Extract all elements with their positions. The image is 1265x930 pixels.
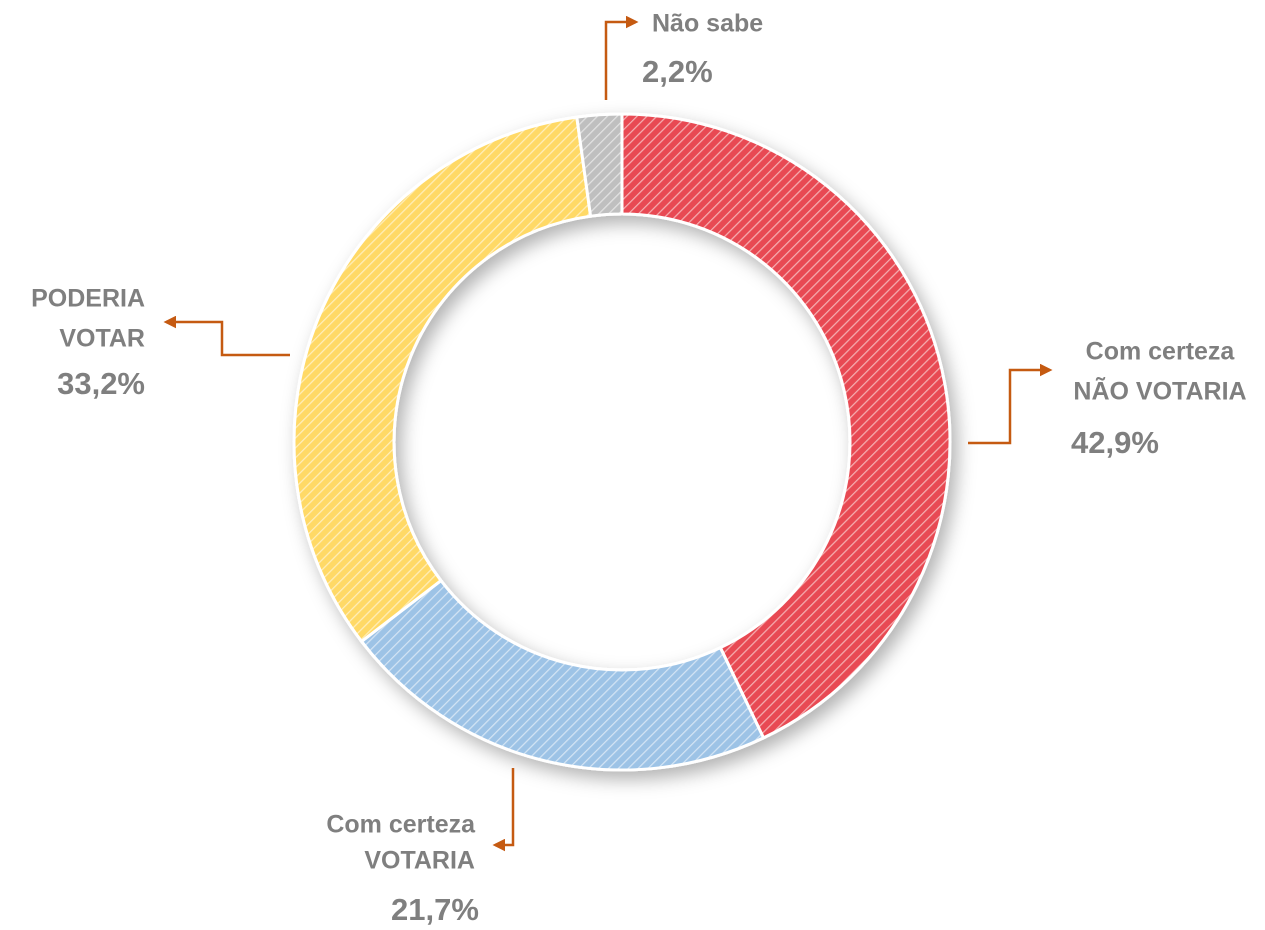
leader-line <box>968 363 1053 445</box>
category-label: PODERIA <box>31 285 145 313</box>
leader-line <box>163 315 290 357</box>
category-label: VOTAR <box>59 325 145 353</box>
value-label: 42,9% <box>1071 425 1159 460</box>
category-label: VOTARIA <box>364 847 475 875</box>
category-label: Com certeza <box>326 811 476 839</box>
value-label: 21,7% <box>391 892 479 927</box>
value-label: 2,2% <box>642 54 713 89</box>
labels: Com certeza NÃO VOTARIA 42,9% Com certeza VO… <box>31 10 1246 928</box>
leader-line <box>492 768 515 852</box>
slice <box>620 112 952 740</box>
category-label: NÃO VOTARIA <box>1073 376 1246 406</box>
donut <box>292 112 952 772</box>
slice <box>359 578 766 772</box>
slice <box>292 115 593 644</box>
value-label: 33,2% <box>57 366 145 401</box>
category-label: Com certeza <box>1086 338 1236 366</box>
slice <box>575 112 624 218</box>
leader-line <box>604 15 639 100</box>
category-label: Não sabe <box>652 10 763 38</box>
